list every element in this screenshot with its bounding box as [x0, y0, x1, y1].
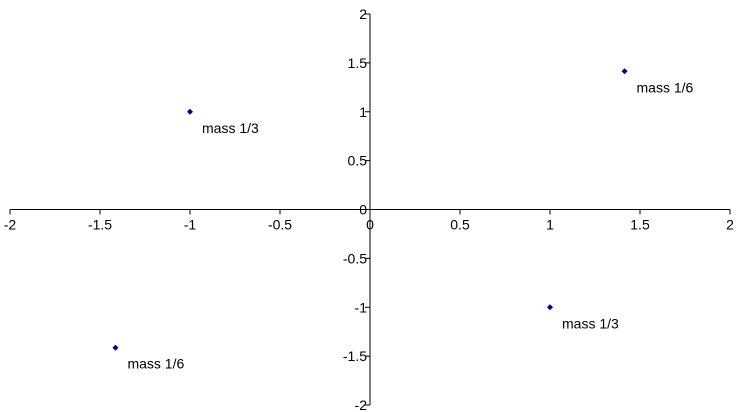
- data-label: mass 1/3: [202, 120, 259, 136]
- y-tick-labels: 2 1.5 1 0.5 0 -0.5 -1 -1.5 -2: [343, 6, 367, 412]
- y-tick-label: -1.5: [343, 348, 367, 364]
- x-tick-label: -0.5: [268, 217, 292, 233]
- x-tick-label: 0.5: [450, 217, 470, 233]
- x-tick-label: 1.5: [630, 217, 650, 233]
- data-point: [547, 304, 553, 311]
- x-tick-label: 1: [546, 217, 554, 233]
- x-tick-label: 0: [366, 217, 374, 233]
- y-tick-label: 1: [359, 104, 367, 120]
- y-tick-label: 0: [359, 202, 367, 218]
- x-tick-label: -1: [184, 217, 197, 233]
- data-label: mass 1/6: [127, 356, 184, 372]
- data-point: [621, 68, 628, 75]
- y-tick-label: -2: [355, 397, 368, 412]
- y-tick-label: 0.5: [348, 153, 368, 169]
- y-tick-label: -1: [355, 299, 368, 315]
- x-tick-label: -2: [4, 217, 17, 233]
- data-point: [187, 108, 193, 115]
- x-tick-label: -1.5: [88, 217, 112, 233]
- data-labels: mass 1/6 mass 1/3 mass 1/3 mass 1/6: [127, 79, 693, 371]
- data-label: mass 1/3: [562, 315, 619, 331]
- y-tick-label: -0.5: [343, 250, 367, 266]
- y-tick-label: 2: [359, 6, 367, 22]
- y-tick-label: 1.5: [348, 55, 368, 71]
- data-points: [112, 68, 628, 351]
- data-point: [112, 344, 119, 351]
- axes: [9, 13, 731, 406]
- x-tick-label: 2: [726, 217, 734, 233]
- x-tick-labels: -2 -1.5 -1 -0.5 0 0.5 1 1.5 2: [4, 217, 734, 233]
- data-label: mass 1/6: [637, 79, 694, 95]
